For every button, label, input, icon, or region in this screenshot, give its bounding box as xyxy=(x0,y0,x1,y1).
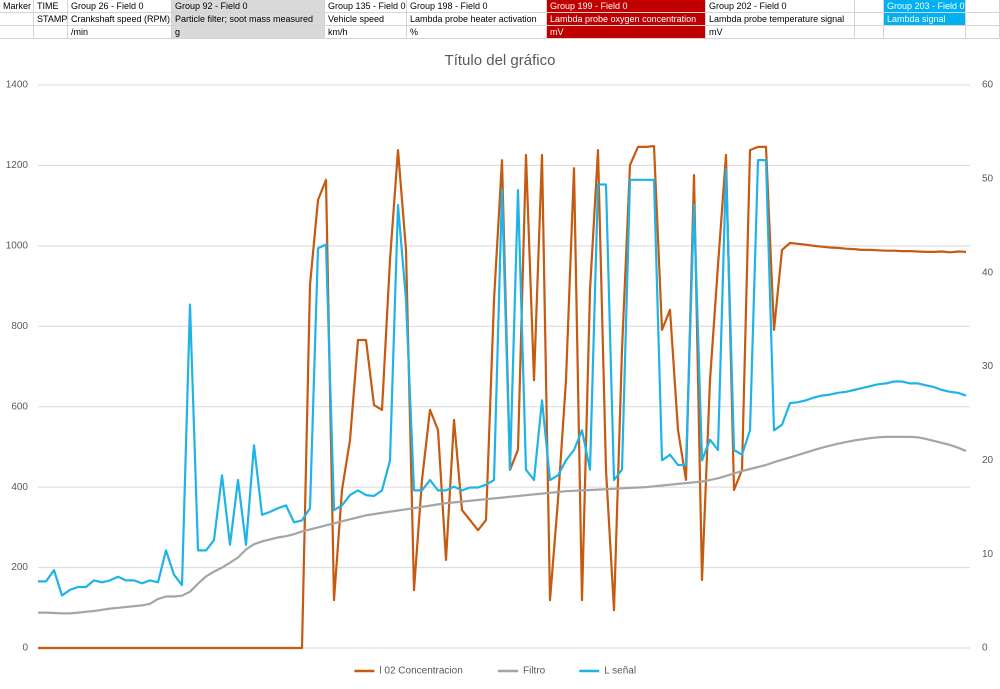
y2-tick-label: 30 xyxy=(982,361,994,372)
cell[interactable] xyxy=(855,13,884,26)
cell[interactable]: Particle filter; soot mass measured xyxy=(172,13,325,26)
cell[interactable]: Lambda probe temperature signal xyxy=(706,13,855,26)
cell[interactable]: % xyxy=(407,26,547,39)
cell[interactable]: mV xyxy=(706,26,855,39)
y2-tick-label: 40 xyxy=(982,267,994,278)
y2-tick-label: 20 xyxy=(982,455,994,466)
spreadsheet-header: Marker TIME Group 26 - Field 0 Group 92 - F… xyxy=(0,0,1000,40)
series-line xyxy=(38,159,967,597)
cell[interactable]: Lambda signal xyxy=(884,13,966,26)
cell[interactable]: mV xyxy=(547,26,706,39)
y-tick-label: 0 xyxy=(22,643,28,654)
cell[interactable]: Crankshaft speed (RPM) xyxy=(68,13,172,26)
series-line xyxy=(38,435,967,615)
cell[interactable]: Group 202 - Field 0 xyxy=(706,0,855,13)
y-tick-label: 800 xyxy=(11,321,28,332)
chart-title: Título del gráfico xyxy=(445,52,556,69)
y-tick-label: 1200 xyxy=(6,160,29,171)
y2-tick-label: 50 xyxy=(982,173,994,184)
y2-tick-label: 0 xyxy=(982,643,988,654)
cell[interactable] xyxy=(0,26,34,39)
cell[interactable]: Group 198 - Field 0 xyxy=(407,0,547,13)
y2-tick-label: 10 xyxy=(982,549,994,560)
cell[interactable] xyxy=(0,13,34,26)
y2-tick-label: 60 xyxy=(982,80,994,91)
cell[interactable] xyxy=(855,0,884,13)
y-tick-label: 200 xyxy=(11,562,28,573)
y-tick-label: 600 xyxy=(11,401,28,412)
cell[interactable]: STAMP xyxy=(34,13,68,26)
cell[interactable]: Lambda probe heater activation xyxy=(407,13,547,26)
series-line xyxy=(38,145,967,650)
cell[interactable]: km/h xyxy=(325,26,407,39)
legend-label: Filtro xyxy=(523,666,546,677)
cell[interactable] xyxy=(34,26,68,39)
cell[interactable]: Lambda probe oxygen concentration xyxy=(547,13,706,26)
y-tick-label: 1400 xyxy=(6,80,29,91)
cell[interactable]: Group 26 - Field 0 xyxy=(68,0,172,13)
cell[interactable] xyxy=(855,26,884,39)
cell[interactable]: Marker xyxy=(0,0,34,13)
legend-label: L señal xyxy=(604,666,636,677)
cell[interactable]: TIME xyxy=(34,0,68,13)
cell[interactable] xyxy=(884,26,966,39)
cell[interactable]: Vehicle speed xyxy=(325,13,407,26)
cell[interactable]: Group 135 - Field 0 xyxy=(325,0,407,13)
y-tick-label: 400 xyxy=(11,482,28,493)
cell[interactable]: g xyxy=(172,26,325,39)
cell[interactable]: Group 203 - Field 0 xyxy=(884,0,966,13)
cell[interactable]: Group 92 - Field 0 xyxy=(172,0,325,13)
cell[interactable]: Group 199 - Field 0 xyxy=(547,0,706,13)
y-tick-label: 1000 xyxy=(6,240,29,251)
cell[interactable]: /min xyxy=(68,26,172,39)
legend-label: l 02 Concentracion xyxy=(379,666,462,677)
